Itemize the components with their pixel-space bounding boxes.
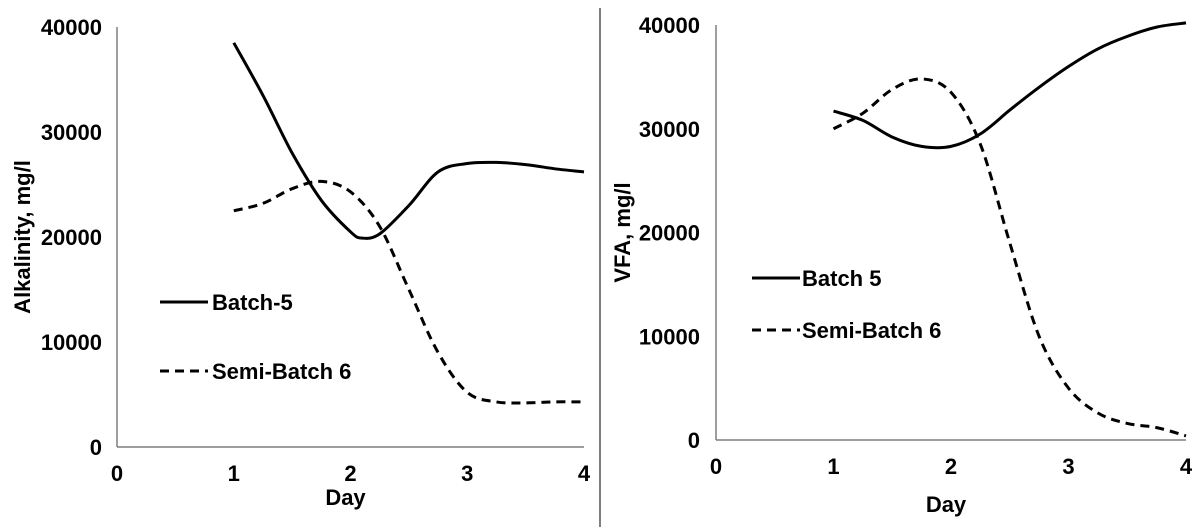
y-tick-label: 20000 <box>41 225 102 250</box>
legend-label: Batch-5 <box>212 290 293 315</box>
y-tick-label: 30000 <box>639 117 700 142</box>
x-tick-label: 3 <box>1062 454 1074 479</box>
y-tick-label: 0 <box>688 428 700 453</box>
y-axis-title: Alkalinity, mg/l <box>10 160 35 314</box>
series-line-semi-batch-6 <box>832 77 1187 438</box>
y-tick-label: 40000 <box>639 13 700 38</box>
y-axis-title: VFA, mg/l <box>610 182 635 282</box>
x-tick-label: 0 <box>111 461 123 486</box>
y-tick-label: 10000 <box>639 324 700 349</box>
series-line-batch-5 <box>833 21 1187 150</box>
y-tick-label: 20000 <box>639 221 700 246</box>
x-tick-label: 1 <box>827 454 839 479</box>
series-line-batch-5 <box>232 42 585 240</box>
x-tick-label: 3 <box>461 461 473 486</box>
x-tick-label: 1 <box>228 461 240 486</box>
legend-label: Batch 5 <box>802 266 881 291</box>
alkalinity-chart: 0 10000 20000 30000 40000 0 1 2 3 4 Day Alkalinity,… <box>10 15 591 510</box>
y-tick-label: 30000 <box>41 120 102 145</box>
x-tick-label: 4 <box>1180 454 1193 479</box>
x-tick-label: 2 <box>945 454 957 479</box>
x-tick-label: 2 <box>344 461 356 486</box>
x-tick-label: 4 <box>578 461 591 486</box>
series-line-semi-batch-6 <box>233 179 585 405</box>
x-tick-label: 0 <box>710 454 722 479</box>
y-tick-label: 10000 <box>41 330 102 355</box>
legend-label: Semi-Batch 6 <box>802 318 941 343</box>
x-axis-title: Day <box>926 492 967 517</box>
vfa-chart: 0 10000 20000 30000 40000 0 1 2 3 4 Day VFA, mg/l Ba… <box>610 13 1193 517</box>
y-tick-label: 0 <box>90 435 102 460</box>
x-axis-title: Day <box>325 485 366 510</box>
legend-label: Semi-Batch 6 <box>212 359 351 384</box>
y-tick-label: 40000 <box>41 15 102 40</box>
